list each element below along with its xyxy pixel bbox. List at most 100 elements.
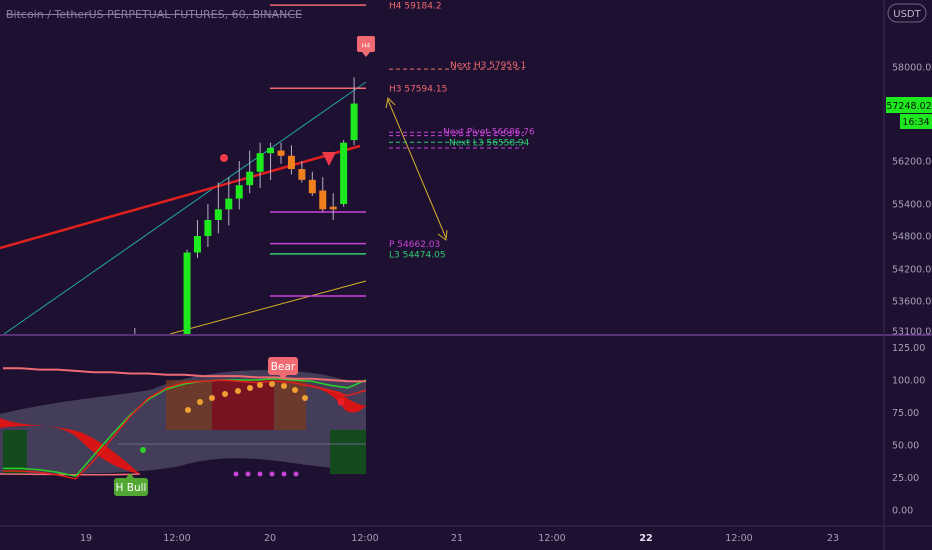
oscillator-tick-label: 125.00: [892, 343, 925, 354]
last-price-box: [886, 97, 932, 113]
projection-arrow-head-start: [385, 96, 396, 109]
oscillator-tick-label: 25.00: [892, 473, 919, 484]
price-tick-label: 54200.00: [892, 265, 932, 276]
time-tick-label: 23: [827, 533, 839, 544]
next-pivot-label: Next L3 56558.94: [449, 138, 530, 148]
h4-signal-box: [357, 36, 375, 52]
oscillator-axis[interactable]: 125.00 100.00 75.00 50.00 25.00 0.00: [892, 343, 925, 517]
price-tick-label: 58000.00: [892, 63, 932, 74]
signal-dot: [293, 471, 299, 477]
oscillator-line: [3, 367, 366, 383]
red-trend-line: [0, 144, 361, 250]
candle-body: [287, 155, 295, 170]
signal-dots: [233, 471, 299, 477]
time-tick-label: 20: [264, 533, 276, 544]
pivot-label: H3 57594.15: [389, 85, 447, 95]
bear-label: Bear: [271, 361, 296, 373]
oscillator-tick-label: 50.00: [892, 441, 919, 452]
oscillator-tick-label: 100.00: [892, 376, 925, 387]
candle-body: [340, 142, 348, 204]
momentum-dot: [209, 395, 215, 401]
candle-body: [350, 103, 358, 141]
bear-cloud-left: [0, 418, 140, 474]
time-tick-label: 12:00: [725, 533, 752, 544]
momentum-dot: [292, 387, 298, 393]
last-price-label: 57248.02: [886, 101, 931, 112]
price-tick-label: 53100.00: [892, 327, 932, 338]
oscillator-tick-label: 75.00: [892, 408, 919, 419]
countdown-label: 16:34: [902, 117, 929, 128]
momentum-dot: [222, 391, 228, 397]
price-tick-label: 54800.00: [892, 232, 932, 243]
candle-body: [256, 153, 264, 172]
price-axis[interactable]: 58000.00 56200.00 55400.00 54800.00 54200.00…: [892, 63, 932, 338]
bear-zone-inner: [212, 380, 274, 430]
bear-label-pointer: [279, 375, 287, 380]
time-tick-label: 19: [80, 533, 92, 544]
bull-zone-right: [330, 430, 366, 474]
projection-arrow-line: [387, 99, 447, 239]
momentum-dot: [302, 395, 308, 401]
pivot-label: P 54662.03: [389, 240, 440, 250]
momentum-dots: [185, 381, 308, 413]
currency-badge-label: USDT: [893, 9, 921, 20]
candle-body: [319, 190, 327, 210]
time-tick-label: 12:00: [351, 533, 378, 544]
momentum-dot: [197, 399, 203, 405]
bear-cross-dot: [337, 398, 345, 406]
price-tick-label: 55400.00: [892, 200, 932, 211]
momentum-dot: [185, 407, 191, 413]
bear-label-box: [268, 357, 298, 375]
h-bull-label-pointer: [126, 473, 134, 478]
next-pivot-label: Next H3 57959.1: [450, 61, 526, 71]
momentum-dot: [247, 385, 253, 391]
candle-body: [225, 198, 233, 210]
time-tick-label: 22: [639, 533, 652, 544]
time-tick-label: 12:00: [538, 533, 565, 544]
signal-dot: [233, 471, 239, 477]
signal-dot: [281, 471, 287, 477]
momentum-dot: [281, 383, 287, 389]
pivot-label: H4 59184.2: [389, 2, 442, 12]
momentum-dot: [257, 382, 263, 388]
time-axis[interactable]: 19 12:00 20 12:00 21 12:00 22 12:00 23: [80, 533, 839, 544]
candle-body: [204, 220, 212, 236]
h-bull-label: H Bull: [116, 482, 147, 494]
momentum-dot: [269, 381, 275, 387]
h4-signal-label: H4: [362, 43, 371, 50]
gold-trend-line: [169, 280, 367, 334]
bull-cross-dot: [140, 447, 146, 453]
red-dot-marker: [220, 154, 228, 162]
candle-body: [183, 252, 191, 334]
teal-channel-line: [3, 81, 367, 334]
candle-body: [246, 171, 254, 186]
momentum-dot: [235, 388, 241, 394]
oscillator-line: [3, 379, 367, 480]
h-bull-label-box: [114, 478, 148, 496]
candle-body: [308, 179, 316, 194]
candle-body: [214, 209, 222, 220]
candle-body: [298, 169, 306, 180]
price-tick-label: 56200.00: [892, 157, 932, 168]
time-tick-label: 12:00: [163, 533, 190, 544]
candle-body: [277, 150, 285, 156]
countdown-box: [900, 114, 932, 129]
time-tick-label: 21: [451, 533, 463, 544]
currency-badge[interactable]: [887, 3, 927, 23]
oscillator-line: [3, 377, 367, 478]
candle-body: [267, 147, 275, 154]
price-tick-label: 53600.00: [892, 297, 932, 308]
pivot-label: L3 54474.05: [389, 250, 446, 260]
bull-zone-left: [3, 430, 27, 474]
bear-cloud-right: [300, 382, 366, 413]
signal-dot: [257, 471, 263, 477]
red-triangle-marker: [322, 152, 336, 166]
signal-dot: [269, 471, 275, 477]
projection-arrow-head-end: [437, 229, 448, 241]
signal-dot: [245, 471, 251, 477]
symbol-title: Bitcoin / TetherUS PERPETUAL FUTURES, 60…: [6, 8, 302, 21]
h4-signal-pointer: [362, 52, 370, 57]
